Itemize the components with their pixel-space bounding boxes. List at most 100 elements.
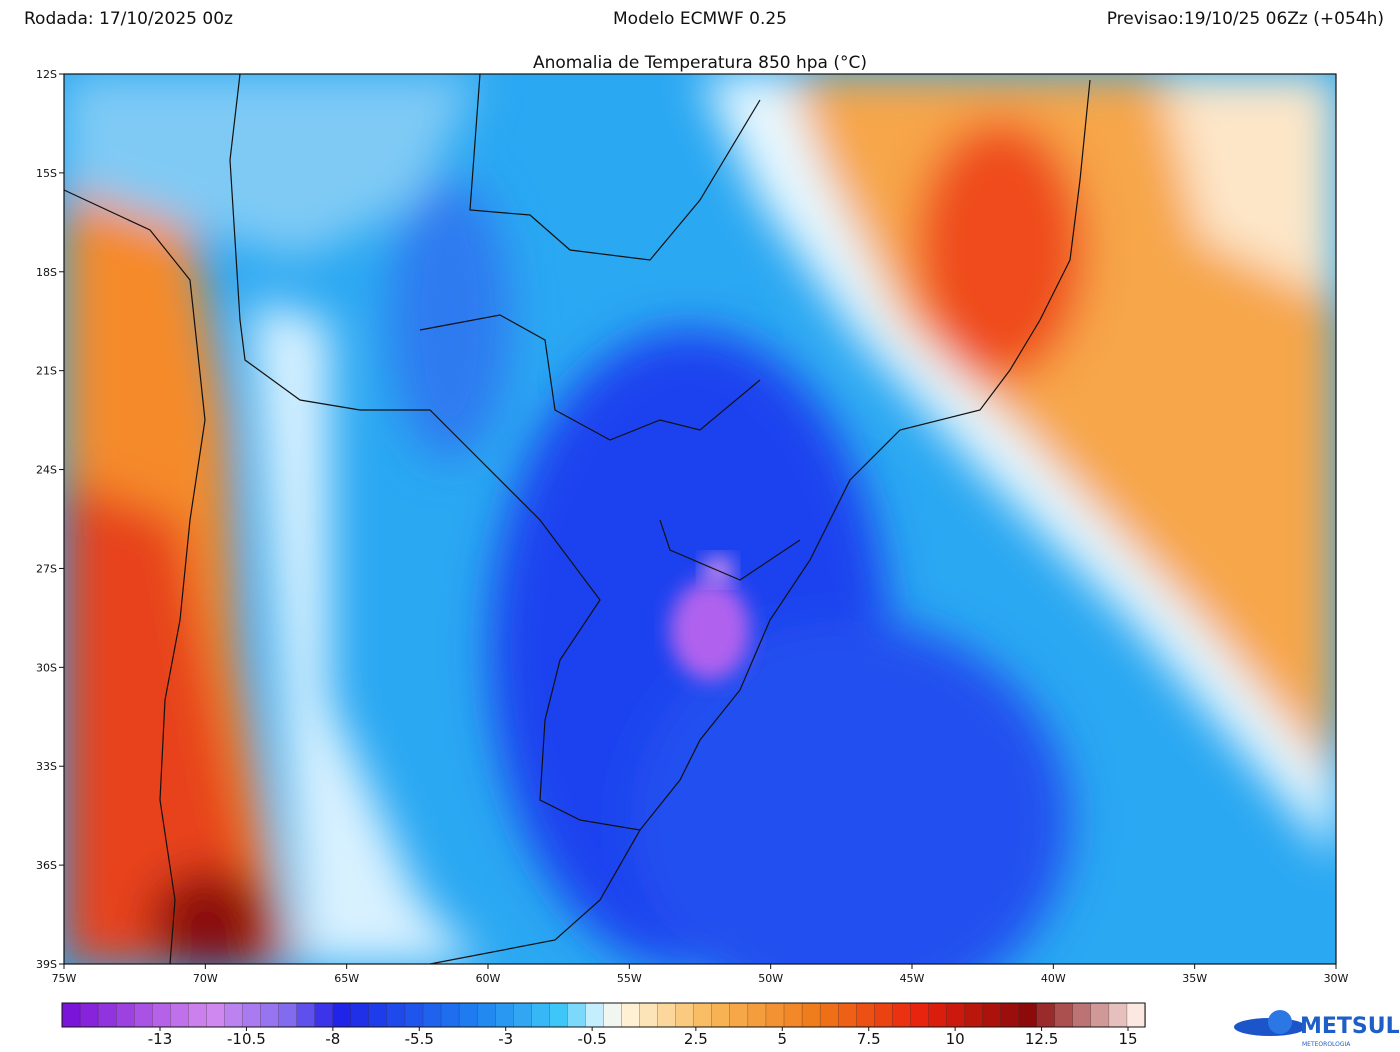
colorbar-segment <box>531 1002 550 1028</box>
lon-label: 40W <box>1041 972 1066 985</box>
colorbar-segment <box>856 1002 875 1028</box>
colorbar-label: 7.5 <box>857 1030 881 1048</box>
colorbar-segment <box>152 1002 171 1028</box>
lat-label: 33S <box>36 760 57 773</box>
colorbar-segment <box>1108 1002 1128 1028</box>
colorbar-segment <box>567 1002 587 1028</box>
lat-label: 15S <box>36 167 57 180</box>
run-label: Rodada: 17/10/2025 00z <box>24 9 233 29</box>
colorbar-segment <box>1036 1002 1056 1028</box>
colorbar-segment <box>892 1002 911 1028</box>
colorbar-segment <box>711 1002 731 1028</box>
colorbar-segment <box>242 1002 262 1028</box>
lat-label: 12S <box>36 68 57 81</box>
colorbar-label: 12.5 <box>1025 1030 1058 1048</box>
colorbar-label: 5 <box>778 1030 788 1048</box>
logo: METSUL METEOROLOGIA <box>1234 1010 1400 1048</box>
lon-label: 50W <box>758 972 783 985</box>
colorbar-segment <box>97 1002 117 1028</box>
colorbar-segment <box>675 1002 695 1028</box>
colorbar-segment <box>747 1002 767 1028</box>
colorbar-segment <box>982 1002 1002 1028</box>
colorbar-label: -3 <box>498 1030 513 1048</box>
lat-label: 27S <box>36 562 57 575</box>
logo-name: METSUL <box>1300 1014 1400 1039</box>
colorbar-segment <box>946 1002 966 1028</box>
colorbar-segment <box>296 1002 316 1028</box>
colorbar-segment <box>783 1002 803 1028</box>
lat-label: 30S <box>36 661 57 674</box>
lon-label: 35W <box>1182 972 1207 985</box>
logo-sub: METEOROLOGIA <box>1302 1041 1351 1048</box>
colorbar-label: -10.5 <box>227 1030 266 1048</box>
colorbar-segment <box>134 1002 153 1028</box>
colorbar-segment <box>874 1002 893 1028</box>
colorbar-frame <box>61 1002 1146 1028</box>
colorbar-segment <box>1000 1002 1020 1028</box>
colorbar-segment <box>513 1002 532 1028</box>
colorbar-segment <box>440 1002 460 1028</box>
colorbar-label: -8 <box>325 1030 340 1048</box>
colorbar-segment <box>928 1002 948 1028</box>
colorbar-segment <box>332 1002 352 1028</box>
colorbar-segment <box>603 1002 623 1028</box>
colorbar-segment <box>224 1002 244 1028</box>
forecast-label: Previsao:19/10/25 06Zz (+054h) <box>1107 9 1384 29</box>
colorbar-segment <box>621 1002 641 1028</box>
colorbar-segment <box>458 1002 478 1028</box>
colorbar-segment <box>1072 1002 1092 1028</box>
map-title: Anomalia de Temperatura 850 hpa (°C) <box>533 53 867 73</box>
colorbar-segment <box>79 1002 99 1028</box>
colorbar-segment <box>368 1002 388 1028</box>
colorbar-segment <box>838 1002 857 1028</box>
map-frame <box>63 73 1337 965</box>
colorbar-segment <box>61 1002 81 1028</box>
lon-label: 75W <box>52 972 77 985</box>
colorbar-segment <box>964 1002 984 1028</box>
colorbar-segment <box>386 1002 406 1028</box>
colorbar-segment <box>278 1002 298 1028</box>
lon-label: 65W <box>334 972 359 985</box>
lat-label: 24S <box>36 464 57 477</box>
colorbar-segment <box>693 1002 713 1028</box>
colorbar-segment <box>1090 1002 1110 1028</box>
colorbar-segment <box>819 1002 839 1028</box>
colorbar-label: 15 <box>1118 1030 1137 1048</box>
model-label: Modelo ECMWF 0.25 <box>613 9 787 29</box>
colorbar-label: -13 <box>148 1030 173 1048</box>
colorbar-segment <box>585 1002 605 1028</box>
lat-label: 36S <box>36 859 57 872</box>
colorbar-segment <box>476 1002 496 1028</box>
colorbar-segment <box>404 1002 424 1028</box>
colorbar-label: 2.5 <box>684 1030 708 1048</box>
lat-label: 39S <box>36 958 57 971</box>
colorbar-segment <box>657 1002 677 1028</box>
colorbar-segment <box>765 1002 785 1028</box>
colorbar-segment <box>549 1002 569 1028</box>
colorbar-segment <box>206 1002 226 1028</box>
colorbar-segment <box>1126 1002 1146 1028</box>
colorbar-segment <box>801 1002 821 1028</box>
colorbar-segment <box>350 1002 370 1028</box>
colorbar-segment <box>260 1002 280 1028</box>
colorbar-label: -0.5 <box>578 1030 607 1048</box>
lon-label: 30W <box>1324 972 1349 985</box>
lon-label: 45W <box>900 972 925 985</box>
lat-label: 21S <box>36 365 57 378</box>
lon-label: 70W <box>193 972 218 985</box>
colorbar-segment <box>495 1002 514 1028</box>
lon-label: 60W <box>476 972 501 985</box>
colorbar-segment <box>170 1002 190 1028</box>
colorbar-segment <box>910 1002 930 1028</box>
colorbar-segment <box>1018 1002 1038 1028</box>
colorbar-segment <box>188 1002 208 1028</box>
colorbar-label: -5.5 <box>405 1030 434 1048</box>
lon-label: 55W <box>617 972 642 985</box>
colorbar-label: 10 <box>946 1030 965 1048</box>
colorbar-segment <box>729 1002 749 1028</box>
colorbar-segment <box>314 1002 334 1028</box>
colorbar-segment <box>116 1002 135 1028</box>
colorbar-segment <box>639 1002 659 1028</box>
anomaly-field <box>64 74 1336 964</box>
